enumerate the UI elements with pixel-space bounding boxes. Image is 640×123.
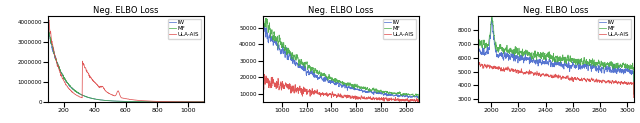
ULA-AIS xyxy=(415,103,422,105)
Line: ULA-AIS: ULA-AIS xyxy=(263,74,419,104)
MF xyxy=(360,88,367,90)
Line: ULA-AIS: ULA-AIS xyxy=(48,16,204,102)
MF xyxy=(107,100,115,102)
ULA-AIS xyxy=(166,101,173,102)
IW xyxy=(192,101,200,102)
MF xyxy=(623,67,630,69)
ULA-AIS xyxy=(336,96,344,98)
ULA-AIS xyxy=(113,92,120,94)
Line: ULA-AIS: ULA-AIS xyxy=(478,62,634,103)
ULA-AIS xyxy=(623,83,630,85)
IW xyxy=(479,47,486,48)
MF xyxy=(330,80,338,81)
MF xyxy=(501,48,509,50)
MF xyxy=(113,100,120,102)
ULA-AIS xyxy=(44,15,52,17)
ULA-AIS xyxy=(342,95,349,97)
Line: MF: MF xyxy=(478,17,634,94)
ULA-AIS xyxy=(513,72,520,73)
IW xyxy=(501,54,509,56)
IW xyxy=(296,65,304,66)
IW xyxy=(44,25,52,26)
Title: Neg. ELBO Loss: Neg. ELBO Loss xyxy=(523,6,588,15)
MF xyxy=(474,75,482,76)
ULA-AIS xyxy=(151,101,159,102)
IW xyxy=(623,68,630,70)
Legend: IW, MF, ULA-AIS: IW, MF, ULA-AIS xyxy=(168,19,201,39)
IW xyxy=(342,85,349,86)
IW xyxy=(151,101,159,102)
IW xyxy=(200,101,207,102)
ULA-AIS xyxy=(44,58,52,60)
ULA-AIS xyxy=(479,65,486,67)
ULA-AIS xyxy=(200,101,207,103)
MF xyxy=(168,101,176,102)
MF xyxy=(488,16,496,18)
Line: MF: MF xyxy=(48,26,204,102)
MF xyxy=(200,101,207,102)
MF xyxy=(44,25,52,26)
ULA-AIS xyxy=(474,62,482,63)
ULA-AIS xyxy=(474,102,482,103)
MF xyxy=(541,55,548,56)
Line: IW: IW xyxy=(478,18,634,94)
MF xyxy=(300,64,307,66)
Line: IW: IW xyxy=(263,24,419,100)
IW xyxy=(107,100,115,102)
ULA-AIS xyxy=(501,69,509,70)
ULA-AIS xyxy=(296,89,304,91)
IW xyxy=(630,94,637,95)
IW xyxy=(488,17,495,19)
Line: IW: IW xyxy=(48,25,204,102)
IW xyxy=(60,77,68,78)
MF xyxy=(479,45,486,46)
IW xyxy=(260,24,268,25)
MF xyxy=(296,63,304,64)
Title: Neg. ELBO Loss: Neg. ELBO Loss xyxy=(93,6,159,15)
Line: MF: MF xyxy=(263,18,419,101)
ULA-AIS xyxy=(630,97,637,98)
MF xyxy=(260,17,268,19)
MF xyxy=(630,93,637,95)
MF xyxy=(166,101,173,102)
MF xyxy=(336,80,344,82)
ULA-AIS xyxy=(541,75,548,76)
MF xyxy=(591,64,598,66)
ULA-AIS xyxy=(259,92,267,93)
Legend: IW, MF, ULA-AIS: IW, MF, ULA-AIS xyxy=(383,19,416,39)
MF xyxy=(60,77,68,78)
IW xyxy=(513,57,520,59)
MF xyxy=(151,101,159,102)
ULA-AIS xyxy=(300,88,307,89)
ULA-AIS xyxy=(200,101,207,103)
MF xyxy=(342,83,349,85)
ULA-AIS xyxy=(591,81,598,83)
MF xyxy=(188,101,196,102)
Title: Neg. ELBO Loss: Neg. ELBO Loss xyxy=(308,6,374,15)
MF xyxy=(259,62,267,64)
ULA-AIS xyxy=(260,74,268,75)
IW xyxy=(415,99,422,101)
IW xyxy=(166,101,173,102)
IW xyxy=(474,80,482,82)
ULA-AIS xyxy=(108,94,115,95)
IW xyxy=(300,67,307,68)
IW xyxy=(360,91,367,92)
IW xyxy=(591,66,598,68)
ULA-AIS xyxy=(60,80,68,82)
IW xyxy=(113,100,120,102)
MF xyxy=(513,48,520,49)
ULA-AIS xyxy=(360,97,367,98)
Legend: IW, MF, ULA-AIS: IW, MF, ULA-AIS xyxy=(598,19,631,39)
ULA-AIS xyxy=(168,101,176,102)
MF xyxy=(415,100,422,101)
IW xyxy=(330,82,338,84)
IW xyxy=(541,63,548,65)
IW xyxy=(336,82,344,84)
IW xyxy=(259,69,267,71)
IW xyxy=(168,101,176,102)
ULA-AIS xyxy=(330,94,338,96)
